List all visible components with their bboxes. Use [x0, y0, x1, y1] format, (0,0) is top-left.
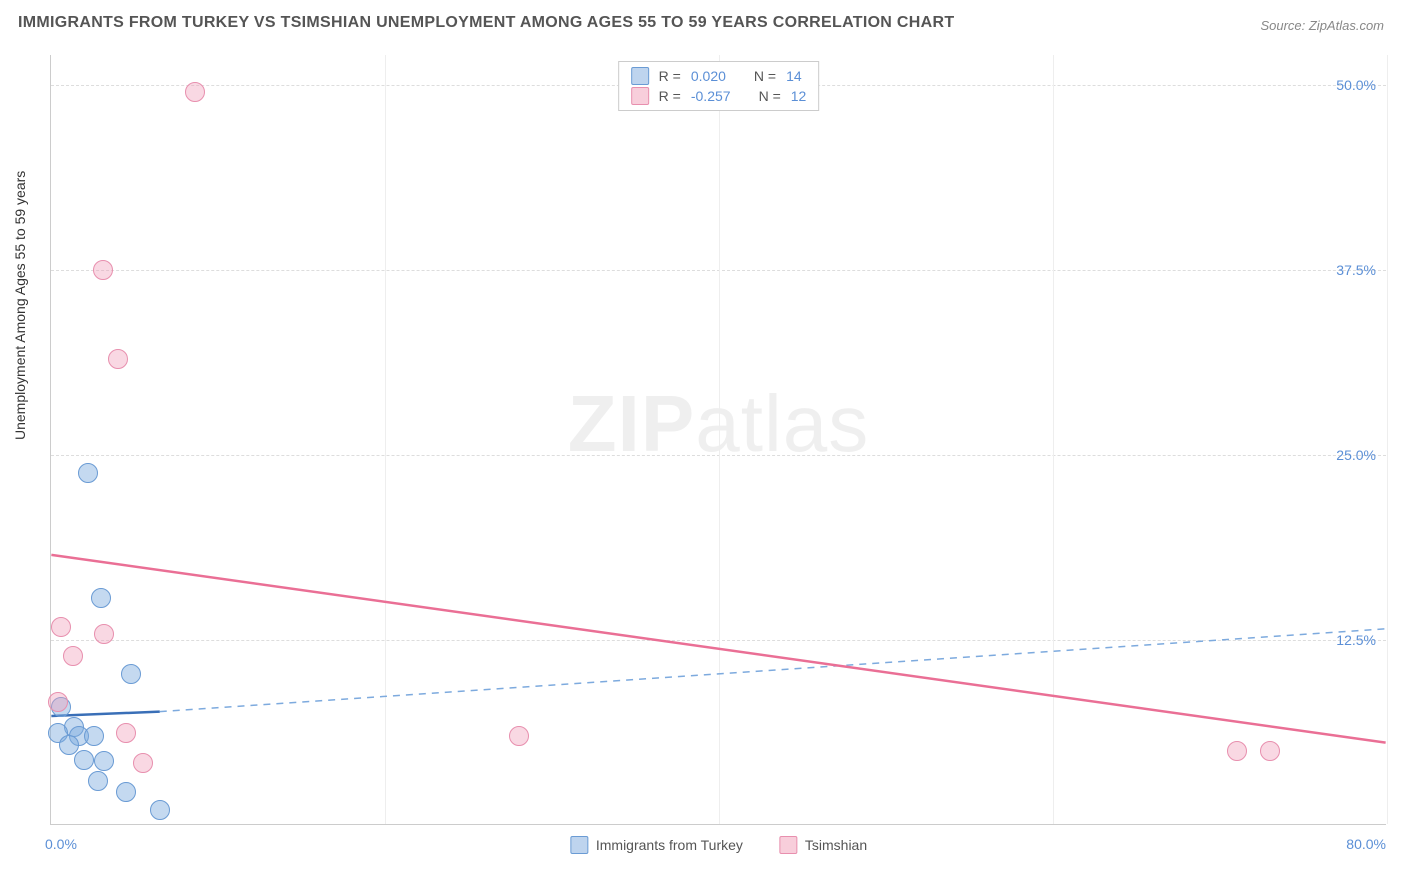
turkey-n-value: 14 — [786, 68, 802, 84]
correlation-legend: R = 0.020 N = 14 R = -0.257 N = 12 — [618, 61, 820, 111]
turkey-r-value: 0.020 — [691, 68, 726, 84]
source-attribution: Source: ZipAtlas.com — [1260, 18, 1384, 33]
data-point-turkey — [78, 463, 98, 483]
data-point-tsimshian — [116, 723, 136, 743]
data-point-tsimshian — [48, 692, 68, 712]
legend-row-turkey: R = 0.020 N = 14 — [631, 66, 807, 86]
data-point-turkey — [121, 664, 141, 684]
swatch-blue-icon — [570, 836, 588, 854]
tsimshian-r-value: -0.257 — [691, 88, 731, 104]
y-tick-label: 50.0% — [1336, 77, 1376, 93]
data-point-turkey — [88, 771, 108, 791]
trend-line-tsimshian — [51, 555, 1385, 743]
data-point-turkey — [94, 751, 114, 771]
swatch-pink-icon — [779, 836, 797, 854]
plot-area: ZIPatlas 12.5%25.0%37.5%50.0% 0.0%80.0% … — [50, 55, 1386, 825]
y-axis-label: Unemployment Among Ages 55 to 59 years — [12, 171, 28, 440]
swatch-blue-icon — [631, 67, 649, 85]
y-tick-label: 37.5% — [1336, 262, 1376, 278]
trend-lines-svg — [51, 55, 1386, 824]
data-point-tsimshian — [133, 753, 153, 773]
data-point-tsimshian — [93, 260, 113, 280]
r-prefix: R = — [659, 68, 681, 84]
data-point-tsimshian — [509, 726, 529, 746]
data-point-turkey — [91, 588, 111, 608]
data-point-tsimshian — [1227, 741, 1247, 761]
y-tick-label: 25.0% — [1336, 447, 1376, 463]
chart-title: IMMIGRANTS FROM TURKEY VS TSIMSHIAN UNEM… — [18, 14, 954, 32]
n-prefix: N = — [754, 68, 776, 84]
legend-label-turkey: Immigrants from Turkey — [596, 837, 743, 853]
data-point-tsimshian — [51, 617, 71, 637]
x-tick-label: 0.0% — [45, 836, 77, 852]
tsimshian-n-value: 12 — [791, 88, 807, 104]
data-point-turkey — [150, 800, 170, 820]
data-point-tsimshian — [185, 82, 205, 102]
data-point-turkey — [116, 782, 136, 802]
y-tick-label: 12.5% — [1336, 632, 1376, 648]
legend-label-tsimshian: Tsimshian — [805, 837, 867, 853]
data-point-tsimshian — [1260, 741, 1280, 761]
x-tick-label: 80.0% — [1346, 836, 1386, 852]
data-point-tsimshian — [63, 646, 83, 666]
trend-line-turkey-extrapolated — [160, 629, 1386, 712]
data-point-turkey — [84, 726, 104, 746]
data-point-tsimshian — [108, 349, 128, 369]
n-prefix: N = — [759, 88, 781, 104]
r-prefix: R = — [659, 88, 681, 104]
data-point-tsimshian — [94, 624, 114, 644]
data-point-turkey — [74, 750, 94, 770]
legend-row-tsimshian: R = -0.257 N = 12 — [631, 86, 807, 106]
series-legend: Immigrants from Turkey Tsimshian — [570, 836, 867, 854]
legend-item-turkey: Immigrants from Turkey — [570, 836, 743, 854]
swatch-pink-icon — [631, 87, 649, 105]
gridline-vertical — [1387, 55, 1388, 824]
legend-item-tsimshian: Tsimshian — [779, 836, 867, 854]
